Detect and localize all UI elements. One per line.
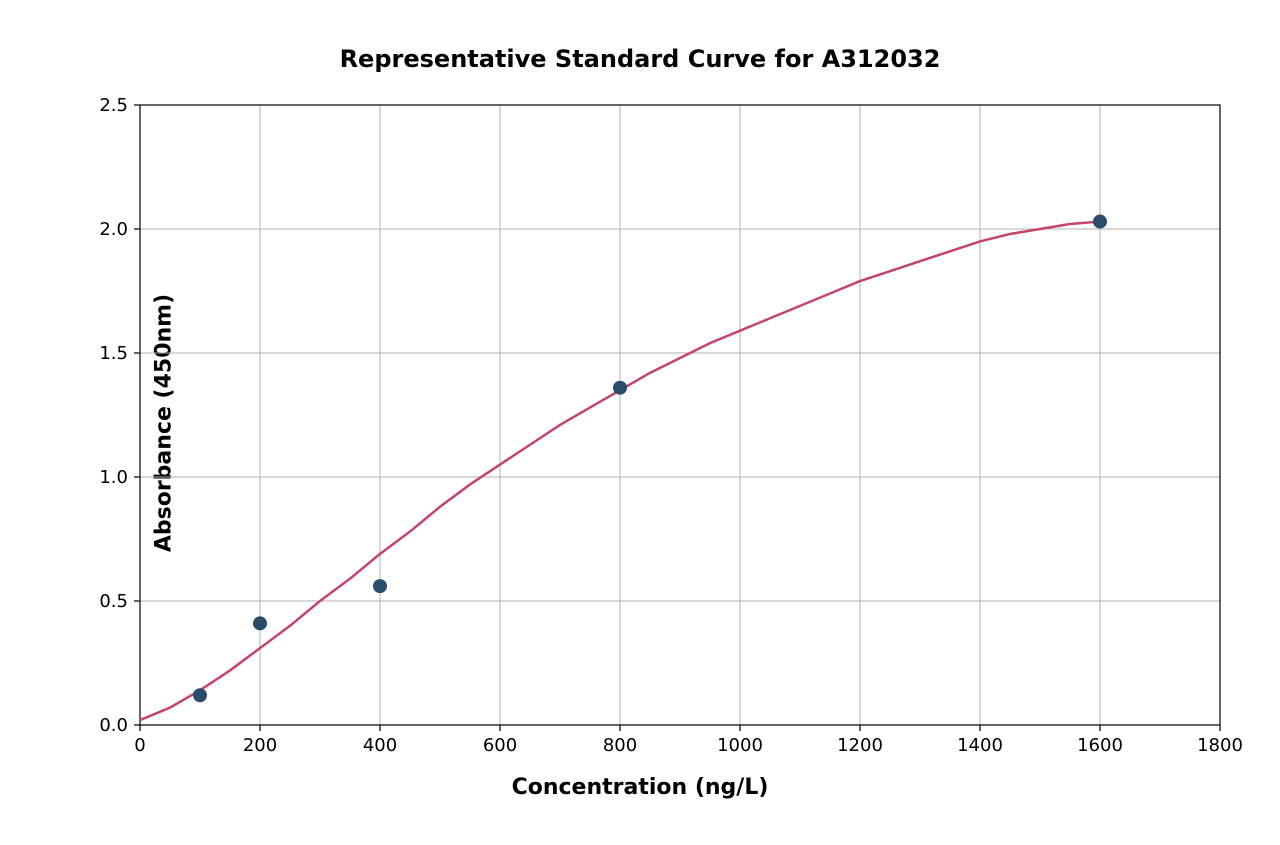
- chart-container: Representative Standard Curve for A31203…: [0, 0, 1280, 845]
- x-tick-label: 1400: [957, 735, 1003, 756]
- plot-area: 0 200 400 600 800 1000 1200 1400 1600 1800 0.0 0.5 1…: [0, 0, 1280, 845]
- plot-border: [140, 105, 1220, 725]
- x-tick-label: 1600: [1077, 735, 1123, 756]
- data-point: [253, 616, 267, 630]
- x-tick-label: 600: [483, 735, 517, 756]
- x-tick-label: 0: [134, 735, 145, 756]
- data-point: [373, 579, 387, 593]
- data-point: [1093, 215, 1107, 229]
- y-tick-label: 2.0: [99, 219, 128, 240]
- x-tick-label: 1800: [1197, 735, 1243, 756]
- x-tick-label: 1000: [717, 735, 763, 756]
- x-tick-label: 400: [363, 735, 397, 756]
- data-point: [613, 381, 627, 395]
- x-tick-label: 800: [603, 735, 637, 756]
- y-tick-label: 2.5: [99, 95, 128, 116]
- y-tick-label: 0.5: [99, 591, 128, 612]
- x-tick-label: 1200: [837, 735, 883, 756]
- y-tick-label: 1.5: [99, 343, 128, 364]
- y-tick-label: 1.0: [99, 467, 128, 488]
- x-tick-label: 200: [243, 735, 277, 756]
- y-tick-label: 0.0: [99, 715, 128, 736]
- data-point: [193, 688, 207, 702]
